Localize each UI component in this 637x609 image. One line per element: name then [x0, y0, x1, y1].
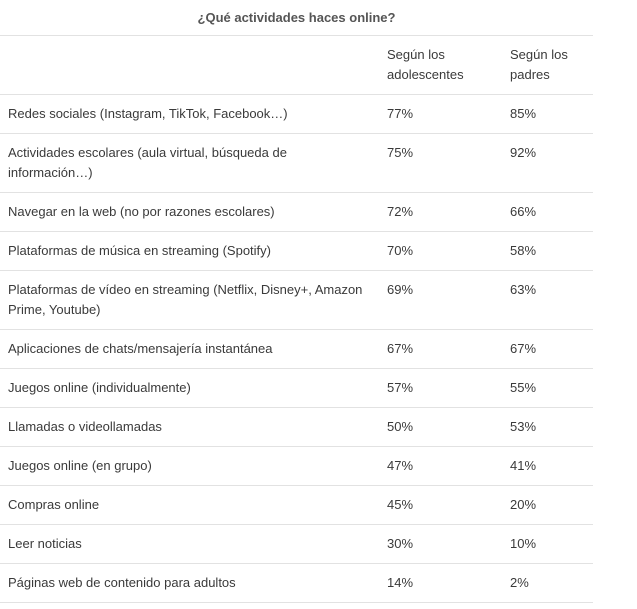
table-row: Compras online 45% 20% [0, 485, 593, 525]
percent-cell: 10% [502, 524, 593, 564]
percent-cell: 47% [379, 446, 502, 486]
percent-cell: 63% [502, 270, 593, 330]
table-row: Plataformas de vídeo en streaming (Netfl… [0, 270, 593, 330]
activity-cell: Juegos online (en grupo) [0, 446, 379, 486]
percent-cell: 20% [502, 485, 593, 525]
percent-cell: 14% [379, 563, 502, 603]
percent-cell: 66% [502, 192, 593, 232]
percent-cell: 45% [379, 485, 502, 525]
percent-cell: 72% [379, 192, 502, 232]
table-row: Plataformas de música en streaming (Spot… [0, 231, 593, 271]
activity-cell: Navegar en la web (no por razones escola… [0, 192, 379, 232]
activity-cell: Compras online [0, 485, 379, 525]
percent-cell: 69% [379, 270, 502, 330]
table-title: ¿Qué actividades haces online? [197, 10, 396, 25]
percent-cell: 2% [502, 563, 593, 603]
activity-cell: Leer noticias [0, 524, 379, 564]
table-row: Redes sociales (Instagram, TikTok, Faceb… [0, 94, 593, 134]
activity-cell: Páginas web de contenido para adultos [0, 563, 379, 603]
header-row: Según los adolescentes Según los padres [0, 35, 593, 95]
percent-cell: 75% [379, 133, 502, 193]
header-cell [0, 35, 379, 95]
table-row: Actividades escolares (aula virtual, bús… [0, 133, 593, 193]
data-table: Según los adolescentes Según los padres R… [0, 35, 593, 603]
activity-cell: Aplicaciones de chats/mensajería instant… [0, 329, 379, 369]
activity-cell: Plataformas de música en streaming (Spot… [0, 231, 379, 271]
percent-cell: 30% [379, 524, 502, 564]
table-row: Páginas web de contenido para adultos 14%… [0, 563, 593, 603]
percent-cell: 67% [502, 329, 593, 369]
activity-cell: Llamadas o videollamadas [0, 407, 379, 447]
activity-cell: Juegos online (individualmente) [0, 368, 379, 408]
table-row: Juegos online (en grupo) 47% 41% [0, 446, 593, 486]
percent-cell: 77% [379, 94, 502, 134]
percent-cell: 41% [502, 446, 593, 486]
header-cell: Según los adolescentes [379, 35, 502, 95]
percent-cell: 53% [502, 407, 593, 447]
percent-cell: 58% [502, 231, 593, 271]
percent-cell: 70% [379, 231, 502, 271]
table-body: Redes sociales (Instagram, TikTok, Faceb… [0, 94, 593, 603]
percent-cell: 92% [502, 133, 593, 193]
table-row: Navegar en la web (no por razones escola… [0, 192, 593, 232]
activity-cell: Plataformas de vídeo en streaming (Netfl… [0, 270, 379, 330]
percent-cell: 85% [502, 94, 593, 134]
table-row: Leer noticias 30% 10% [0, 524, 593, 564]
activity-cell: Redes sociales (Instagram, TikTok, Faceb… [0, 94, 379, 134]
percent-cell: 55% [502, 368, 593, 408]
percent-cell: 50% [379, 407, 502, 447]
table-head: Según los adolescentes Según los padres [0, 35, 593, 95]
header-cell: Según los padres [502, 35, 593, 95]
percent-cell: 67% [379, 329, 502, 369]
activity-cell: Actividades escolares (aula virtual, bús… [0, 133, 379, 193]
table-row: Aplicaciones de chats/mensajería instant… [0, 329, 593, 369]
table-row: Juegos online (individualmente) 57% 55% [0, 368, 593, 408]
table-row: Llamadas o videollamadas 50% 53% [0, 407, 593, 447]
percent-cell: 57% [379, 368, 502, 408]
